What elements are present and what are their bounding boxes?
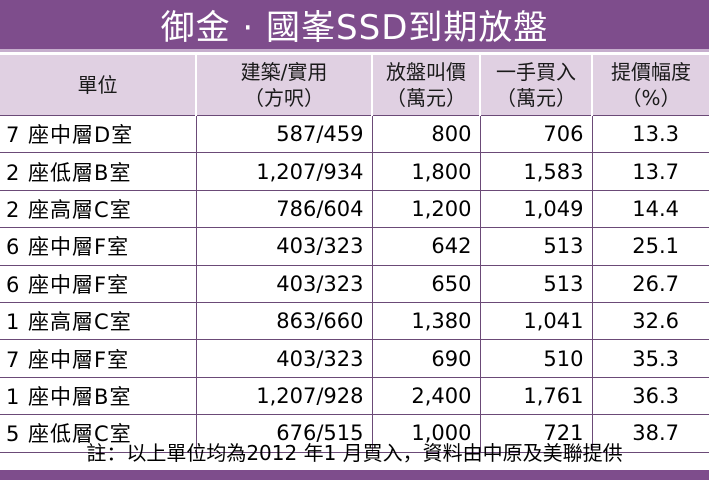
header-area: 建築/實用 （方呎） <box>196 55 373 116</box>
header-row: 單位 建築/實用 （方呎） 放盤叫價 （萬元） 一手買入 （萬元） 提價幅度 （%） <box>0 55 709 116</box>
cell-purchase-price: 706 <box>480 114 593 153</box>
cell-markup: 38.7 <box>592 414 709 453</box>
table-row: 2 座低層B室 1,207/934 1,800 1,583 13.7 <box>0 152 709 191</box>
cell-unit: 2 座低層B室 <box>0 152 197 191</box>
cell-unit: 6 座中層F室 <box>0 264 197 303</box>
table-row: 1 座高層C室 863/660 1,380 1,041 32.6 <box>0 301 709 340</box>
table-body: 7 座中層D室 587/459 800 706 13.3 2 座低層B室 1,2… <box>0 114 709 453</box>
cell-markup: 36.3 <box>592 376 709 415</box>
cell-unit: 1 座中層B室 <box>0 376 197 415</box>
cell-asking-price: 2,400 <box>372 376 481 415</box>
cell-area: 403/323 <box>196 227 373 266</box>
header-purchase-price: 一手買入 （萬元） <box>480 55 593 116</box>
page-title: 御金 · 國峯SSD到期放盤 <box>160 8 549 48</box>
cell-asking-price: 1,200 <box>372 189 481 228</box>
cell-asking-price: 642 <box>372 227 481 266</box>
cell-asking-price: 1,800 <box>372 152 481 191</box>
cell-markup: 26.7 <box>592 264 709 303</box>
cell-asking-price: 690 <box>372 339 481 378</box>
listing-table: 單位 建築/實用 （方呎） 放盤叫價 （萬元） 一手買入 （萬元） 提價幅度 （%） 7… <box>0 55 709 453</box>
cell-unit: 7 座中層D室 <box>0 114 197 153</box>
header-asking-price-unit: （萬元） <box>386 86 466 110</box>
header-area-label: 建築/實用 <box>240 60 328 84</box>
header-purchase-price-label: 一手買入 <box>496 60 576 84</box>
header-asking-price: 放盤叫價 （萬元） <box>372 55 481 116</box>
header-area-unit: （方呎） <box>244 86 324 110</box>
cell-area: 863/660 <box>196 301 373 340</box>
cell-area: 403/323 <box>196 339 373 378</box>
title-bar: 御金 · 國峯SSD到期放盤 <box>0 0 709 52</box>
cell-purchase-price: 1,041 <box>480 301 593 340</box>
bottom-bar <box>0 470 709 480</box>
cell-unit: 2 座高層C室 <box>0 189 197 228</box>
cell-markup: 25.1 <box>592 227 709 266</box>
cell-asking-price: 1,380 <box>372 301 481 340</box>
cell-markup: 13.3 <box>592 114 709 153</box>
header-purchase-price-unit: （萬元） <box>496 86 576 110</box>
header-asking-price-label: 放盤叫價 <box>386 60 466 84</box>
cell-area: 1,207/934 <box>196 152 373 191</box>
cell-purchase-price: 1,583 <box>480 152 593 191</box>
header-markup-label: 提價幅度 <box>611 60 691 84</box>
header-markup-unit: （%） <box>621 86 681 110</box>
table-row: 1 座中層B室 1,207/928 2,400 1,761 36.3 <box>0 376 709 415</box>
table-header: 單位 建築/實用 （方呎） 放盤叫價 （萬元） 一手買入 （萬元） 提價幅度 （%） <box>0 55 709 116</box>
cell-unit: 1 座高層C室 <box>0 301 197 340</box>
table-row: 7 座中層D室 587/459 800 706 13.3 <box>0 114 709 153</box>
cell-unit: 6 座中層F室 <box>0 227 197 266</box>
table-row: 6 座中層F室 403/323 642 513 25.1 <box>0 227 709 266</box>
cell-unit: 5 座低層C室 <box>0 414 197 453</box>
header-markup: 提價幅度 （%） <box>592 55 709 116</box>
cell-unit: 7 座中層F室 <box>0 339 197 378</box>
footnote-text: 註：以上單位均為2012 年1 月買入，資料由中原及美聯提供 <box>86 440 623 465</box>
cell-purchase-price: 513 <box>480 264 593 303</box>
cell-asking-price: 800 <box>372 114 481 153</box>
cell-markup: 13.7 <box>592 152 709 191</box>
cell-purchase-price: 513 <box>480 227 593 266</box>
cell-area: 587/459 <box>196 114 373 153</box>
cell-purchase-price: 1,049 <box>480 189 593 228</box>
cell-asking-price: 650 <box>372 264 481 303</box>
cell-purchase-price: 510 <box>480 339 593 378</box>
cell-area: 676/515 <box>196 414 373 453</box>
cell-purchase-price: 721 <box>480 414 593 453</box>
cell-area: 786/604 <box>196 189 373 228</box>
cell-area: 403/323 <box>196 264 373 303</box>
cell-markup: 14.4 <box>592 189 709 228</box>
cell-asking-price: 1,000 <box>372 414 481 453</box>
header-unit: 單位 <box>0 55 197 116</box>
footnote: 註：以上單位均為2012 年1 月買入，資料由中原及美聯提供 <box>0 432 709 470</box>
table-row: 6 座中層F室 403/323 650 513 26.7 <box>0 264 709 303</box>
cell-purchase-price: 1,761 <box>480 376 593 415</box>
cell-markup: 35.3 <box>592 339 709 378</box>
header-unit-label: 單位 <box>77 73 118 97</box>
cell-markup: 32.6 <box>592 301 709 340</box>
table-row: 2 座高層C室 786/604 1,200 1,049 14.4 <box>0 189 709 228</box>
cell-area: 1,207/928 <box>196 376 373 415</box>
table-row: 5 座低層C室 676/515 1,000 721 38.7 <box>0 414 709 453</box>
table-row: 7 座中層F室 403/323 690 510 35.3 <box>0 339 709 378</box>
